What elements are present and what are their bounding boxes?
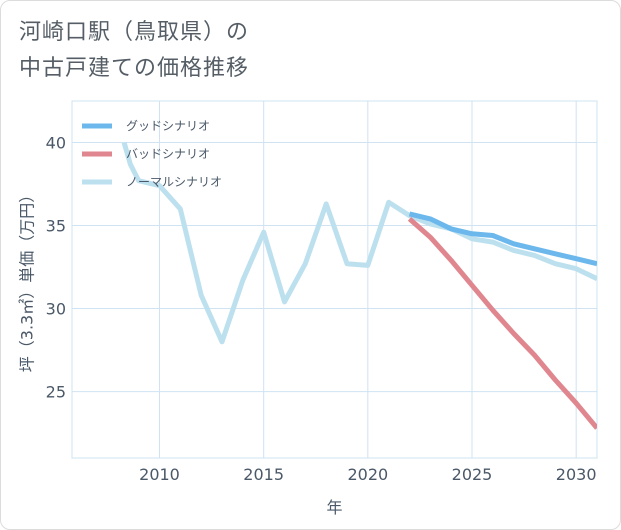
bad-scenario-legend-label: バッドシナリオ <box>126 147 210 161</box>
y-axis-label: 坪（3.3㎡）単価（万円） <box>18 187 37 372</box>
y-tick-label: 40 <box>46 134 66 153</box>
x-tick-label: 2015 <box>243 465 284 484</box>
x-tick-label: 2025 <box>452 465 493 484</box>
x-tick-label: 2030 <box>556 465 597 484</box>
normal-scenario-legend-label: ノーマルシナリオ <box>126 175 222 189</box>
bad-scenario-line <box>407 217 597 430</box>
x-tick-label: 2010 <box>139 465 180 484</box>
x-axis-label: 年 <box>326 498 342 517</box>
page-title: 河崎口駅（鳥取県）の 中古戸建ての価格推移 <box>19 15 439 87</box>
good-scenario-line <box>408 211 597 267</box>
y-tick-label: 25 <box>46 383 66 402</box>
title-line-2: 中古戸建ての価格推移 <box>19 56 250 81</box>
y-tick-label: 35 <box>46 217 66 236</box>
axis-ticks: 2010 2015 2020 2025 2030 25 30 35 40 <box>46 134 597 484</box>
series-lines <box>121 141 597 430</box>
title-line-1: 河崎口駅（鳥取県）の <box>19 20 250 45</box>
x-tick-label: 2020 <box>347 465 388 484</box>
good-scenario-legend-label: グッドシナリオ <box>126 119 210 133</box>
grid <box>72 101 597 458</box>
normal-scenario-line <box>121 141 597 345</box>
y-tick-label: 30 <box>46 300 66 319</box>
plot-border <box>71 100 598 459</box>
